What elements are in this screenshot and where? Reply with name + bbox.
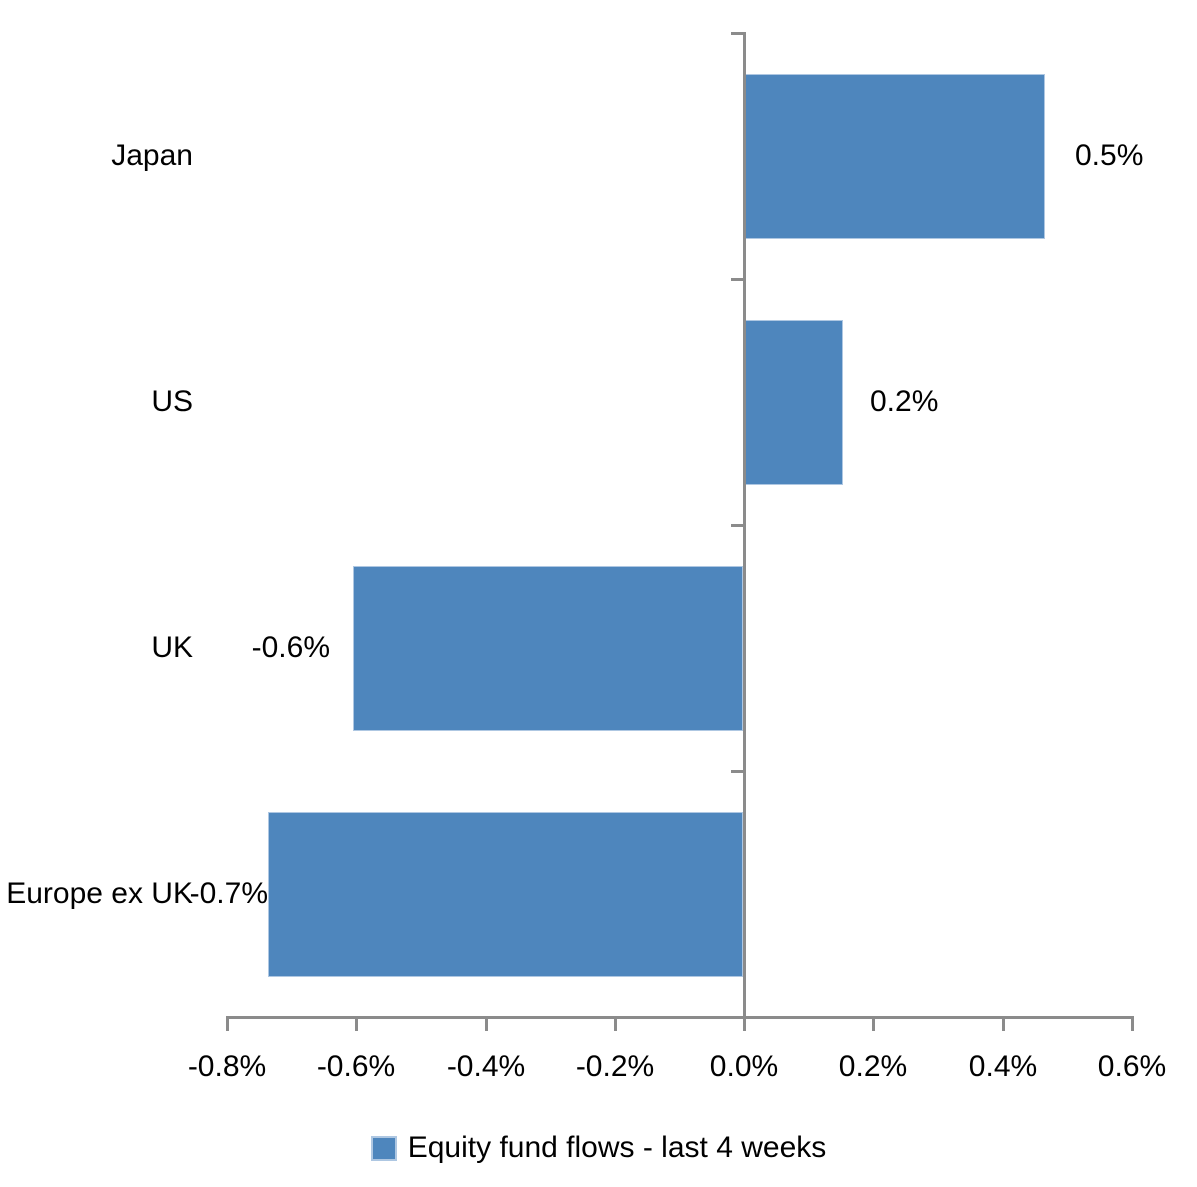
category-label-uk: UK [151, 631, 193, 664]
x-tick-label-0-2: 0.2% [838, 1050, 908, 1083]
x-tick-label-0-2: -0.2% [575, 1050, 655, 1083]
x-axis-tick [872, 1016, 875, 1031]
category-tick [731, 32, 746, 35]
x-axis-tick [226, 1016, 229, 1031]
legend-label: Equity fund flows - last 4 weeks [407, 1131, 827, 1164]
x-axis-line [226, 1016, 1134, 1019]
category-label-us: US [151, 385, 193, 418]
x-tick-label-0-0: 0.0% [709, 1050, 779, 1083]
category-tick [731, 524, 746, 527]
x-tick-label-0-6: 0.6% [1097, 1050, 1167, 1083]
bar-uk [353, 566, 743, 731]
category-label-europe-ex-uk: Europe ex UK [6, 877, 193, 910]
category-tick [731, 770, 746, 773]
data-label-us: 0.2% [870, 385, 939, 418]
legend-swatch-icon [370, 1135, 397, 1161]
y-axis-line [743, 33, 746, 1030]
category-label-japan: Japan [111, 139, 193, 172]
data-label-uk: -0.6% [251, 631, 330, 664]
category-tick [731, 278, 746, 281]
bar-japan [743, 74, 1045, 239]
x-tick-label-0-8: -0.8% [187, 1050, 267, 1083]
bar-europe-ex-uk [268, 812, 743, 977]
legend: Equity fund flows - last 4 weeks [0, 1133, 1197, 1163]
x-axis-tick [485, 1016, 488, 1031]
x-tick-label-0-4: 0.4% [968, 1050, 1038, 1083]
x-axis-tick [355, 1016, 358, 1031]
bar-us [743, 320, 843, 485]
data-label-japan: 0.5% [1075, 139, 1144, 172]
x-axis-tick [614, 1016, 617, 1031]
x-tick-label-0-4: -0.4% [446, 1050, 526, 1083]
x-axis-tick [1131, 1016, 1134, 1031]
x-axis-tick [1002, 1016, 1005, 1031]
data-label-europe-ex-uk: -0.7% [189, 877, 268, 910]
x-tick-label-0-6: -0.6% [316, 1050, 396, 1083]
